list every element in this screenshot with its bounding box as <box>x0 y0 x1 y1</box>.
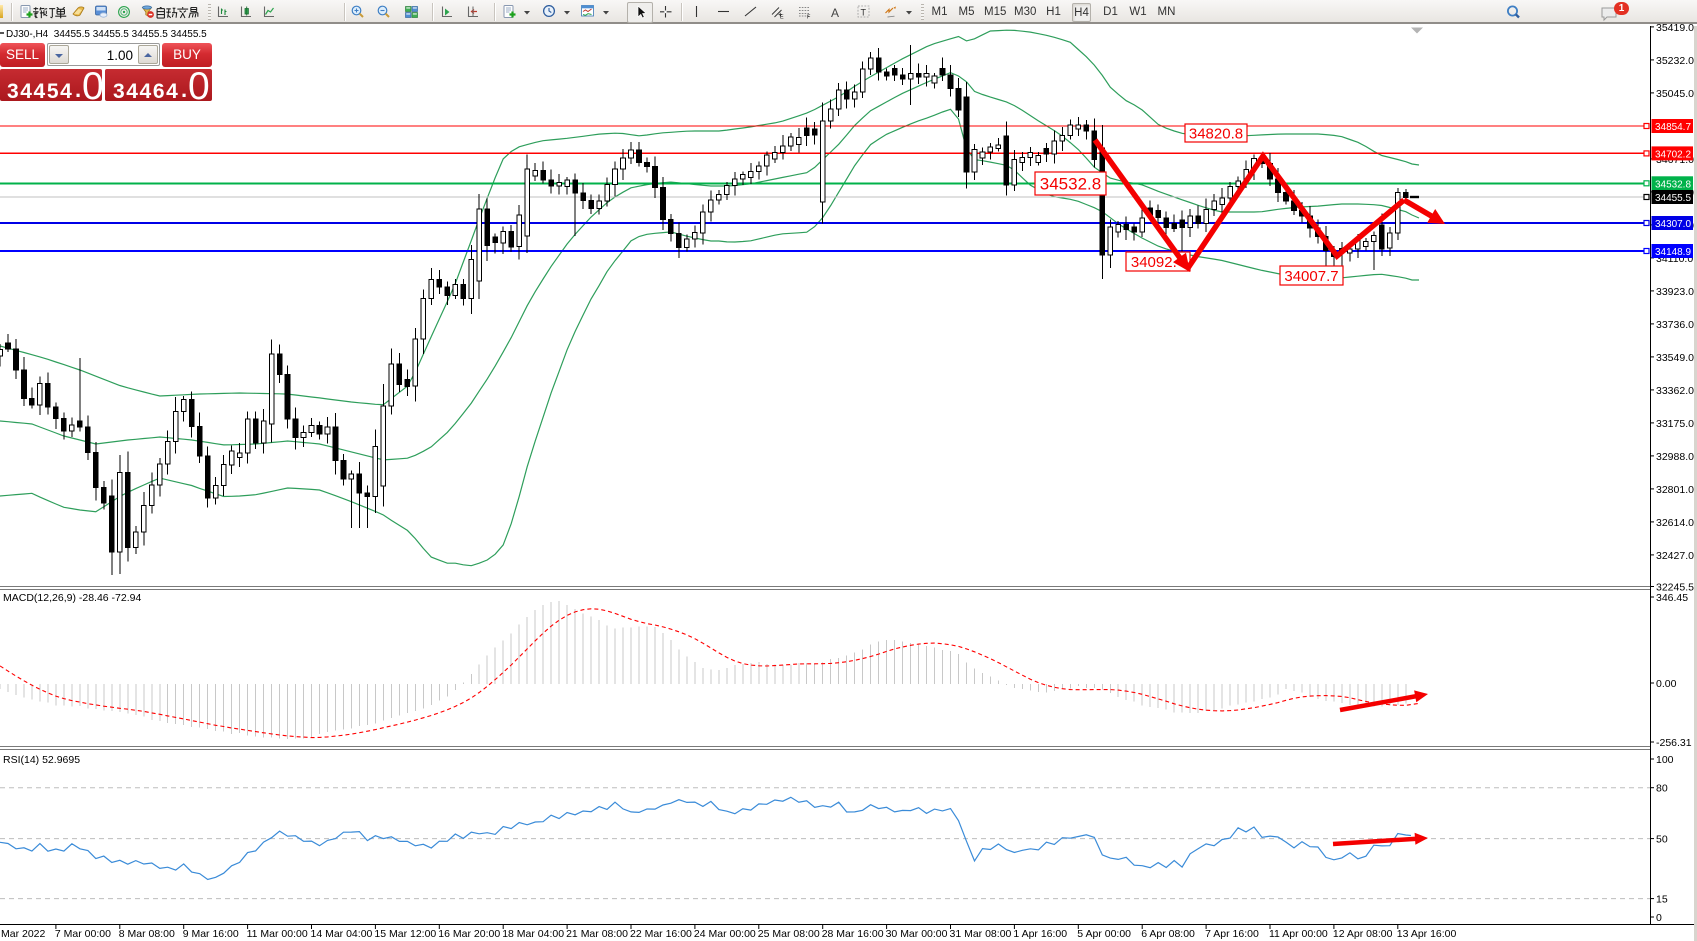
svg-text:18 Mar 04:00: 18 Mar 04:00 <box>502 928 564 940</box>
svg-text:346.45: 346.45 <box>1656 592 1688 604</box>
svg-text:8 Mar 08:00: 8 Mar 08:00 <box>119 928 175 940</box>
svg-text:33549.0: 33549.0 <box>1656 352 1694 364</box>
svg-text:1 Apr 16:00: 1 Apr 16:00 <box>1013 928 1067 940</box>
svg-text:12 Apr 08:00: 12 Apr 08:00 <box>1333 928 1393 940</box>
svg-text:22 Mar 16:00: 22 Mar 16:00 <box>630 928 692 940</box>
svg-text:35232.0: 35232.0 <box>1656 55 1694 67</box>
svg-text:14 Mar 04:00: 14 Mar 04:00 <box>311 928 373 940</box>
svg-text:32801.0: 32801.0 <box>1656 484 1694 496</box>
svg-text:-256.31: -256.31 <box>1656 737 1692 749</box>
svg-text:34532.8: 34532.8 <box>1040 175 1101 194</box>
svg-text:6 Apr 08:00: 6 Apr 08:00 <box>1141 928 1195 940</box>
svg-text:33923.0: 33923.0 <box>1656 286 1694 298</box>
svg-text:34455.5: 34455.5 <box>1655 192 1691 204</box>
svg-text:32614.0: 32614.0 <box>1656 517 1694 529</box>
svg-text:24 Mar 00:00: 24 Mar 00:00 <box>694 928 756 940</box>
svg-text:21 Mar 08:00: 21 Mar 08:00 <box>566 928 628 940</box>
svg-text:11 Mar 00:00: 11 Mar 00:00 <box>247 928 308 940</box>
svg-text:34148.9: 34148.9 <box>1655 246 1691 258</box>
svg-text:F: F <box>807 15 811 20</box>
svg-text:34307.0: 34307.0 <box>1655 218 1691 230</box>
svg-text:11 Apr 00:00: 11 Apr 00:00 <box>1269 928 1328 940</box>
svg-text:80: 80 <box>1656 783 1668 795</box>
svg-text:34854.7: 34854.7 <box>1655 121 1691 133</box>
svg-text:15 Mar 12:00: 15 Mar 12:00 <box>374 928 436 940</box>
svg-text:33175.0: 33175.0 <box>1656 418 1694 430</box>
svg-text:7 Apr 16:00: 7 Apr 16:00 <box>1205 928 1259 940</box>
svg-text:34532.8: 34532.8 <box>1655 178 1691 190</box>
svg-text:31 Mar 08:00: 31 Mar 08:00 <box>950 928 1012 940</box>
svg-text:25 Mar 08:00: 25 Mar 08:00 <box>758 928 820 940</box>
svg-text:100: 100 <box>1656 754 1674 766</box>
svg-text:33736.0: 33736.0 <box>1656 319 1694 331</box>
svg-text:33362.0: 33362.0 <box>1656 385 1694 397</box>
svg-text:28 Mar 16:00: 28 Mar 16:00 <box>822 928 884 940</box>
svg-text:16 Mar 20:00: 16 Mar 20:00 <box>438 928 500 940</box>
svg-text:34702.2: 34702.2 <box>1655 148 1691 160</box>
svg-text:MACD(12,26,9) -28.46 -72.94: MACD(12,26,9) -28.46 -72.94 <box>3 592 141 604</box>
svg-text:34092.4: 34092.4 <box>1131 254 1185 271</box>
svg-text:34007.7: 34007.7 <box>1284 268 1338 285</box>
svg-text:30 Mar 00:00: 30 Mar 00:00 <box>886 928 948 940</box>
svg-text:0.00: 0.00 <box>1656 678 1677 690</box>
svg-text:13 Apr 16:00: 13 Apr 16:00 <box>1397 928 1457 940</box>
svg-text:32245.5: 32245.5 <box>1656 582 1694 594</box>
svg-text:32988.0: 32988.0 <box>1656 451 1694 463</box>
svg-text:32427.0: 32427.0 <box>1656 550 1694 562</box>
svg-text:34820.8: 34820.8 <box>1189 125 1243 142</box>
svg-text:35045.0: 35045.0 <box>1656 88 1694 100</box>
svg-text:T: T <box>861 8 867 18</box>
svg-text:Mar 2022: Mar 2022 <box>1 928 46 940</box>
svg-text:15: 15 <box>1656 894 1668 906</box>
svg-text:E: E <box>780 15 784 20</box>
svg-text:0: 0 <box>1656 912 1662 924</box>
svg-text:35419.0: 35419.0 <box>1656 22 1694 34</box>
svg-text:5 Apr 00:00: 5 Apr 00:00 <box>1077 928 1131 940</box>
svg-text:50: 50 <box>1656 834 1668 846</box>
svg-text:RSI(14) 52.9695: RSI(14) 52.9695 <box>3 754 80 766</box>
svg-text:9 Mar 16:00: 9 Mar 16:00 <box>183 928 239 940</box>
svg-text:7 Mar 00:00: 7 Mar 00:00 <box>55 928 111 940</box>
